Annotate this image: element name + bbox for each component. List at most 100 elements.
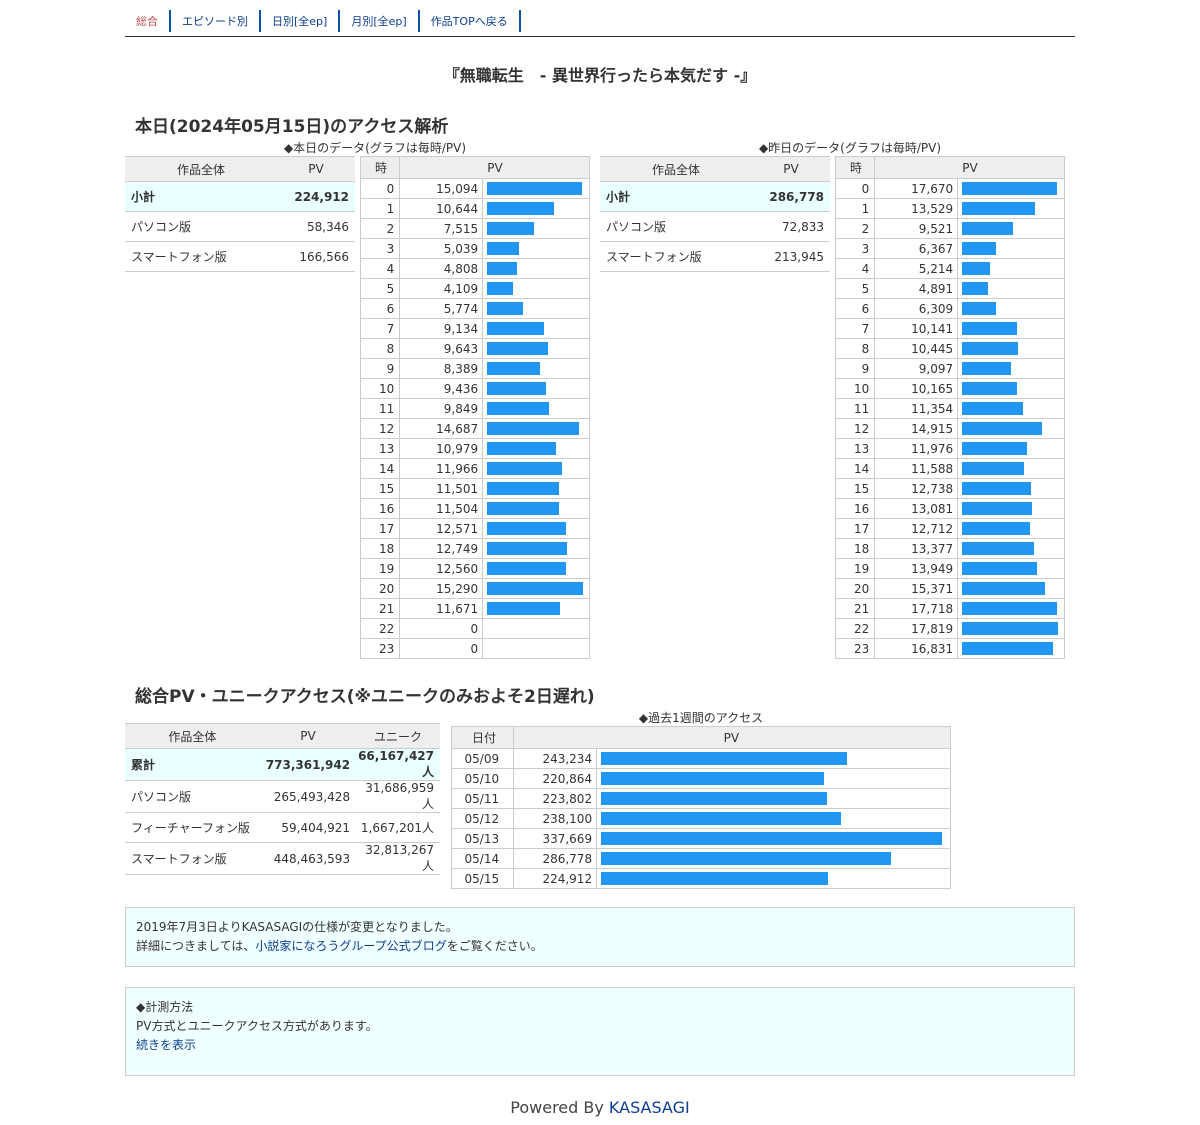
method-title: ◆計測方法 <box>136 1000 194 1014</box>
chart-row: 1 10,644 <box>359 198 590 219</box>
chart-row: 9 8,389 <box>359 358 590 379</box>
chart-row: 1 13,529 <box>834 198 1065 219</box>
bar-cell <box>596 848 951 869</box>
nav-link-monthly[interactable]: 月別[全ep] <box>351 15 407 28</box>
tick-label: 5 <box>359 278 401 299</box>
nav-item-top[interactable]: 作品TOPへ戻る <box>420 10 521 32</box>
tick-label: 0 <box>359 178 401 199</box>
data-label: 6,309 <box>874 298 959 319</box>
bar <box>962 482 1032 495</box>
bar <box>487 482 560 495</box>
bar <box>962 382 1018 395</box>
nav-item-summary[interactable]: 総合 <box>125 10 171 32</box>
week-chart: 05/09 243,234 05/10 220,864 05/11 223,802 05/1… <box>451 748 951 889</box>
col-header-work: 作品全体 <box>125 156 277 182</box>
tick-label: 11 <box>834 398 876 419</box>
chart-row: 11 11,354 <box>834 398 1065 419</box>
data-label: 9,849 <box>399 398 484 419</box>
nav-item-episode[interactable]: エピソード別 <box>171 10 261 32</box>
bar <box>601 852 892 865</box>
official-blog-link[interactable]: 小説家になろうグループ公式ブログ <box>255 939 447 953</box>
kasasagi-link[interactable]: KASASAGI <box>608 1098 690 1117</box>
chart-row: 05/12 238,100 <box>451 808 951 829</box>
tick-label: 15 <box>359 478 401 499</box>
col-header-work: 作品全体 <box>600 156 752 182</box>
chart-row: 12 14,915 <box>834 418 1065 439</box>
data-label: 17,718 <box>874 598 959 619</box>
tick-label: 22 <box>834 618 876 639</box>
row-label: パソコン版 <box>600 211 752 242</box>
bar <box>962 562 1038 575</box>
col-header-work: 作品全体 <box>125 723 260 749</box>
row-pv: 58,346 <box>277 211 355 242</box>
chart-row: 0 17,670 <box>834 178 1065 199</box>
nav-link-episode[interactable]: エピソード別 <box>182 15 248 28</box>
table-row: 小計 224,912 <box>125 181 355 212</box>
tick-label: 23 <box>834 638 876 659</box>
bar <box>601 832 943 845</box>
bar-cell <box>482 278 590 299</box>
tick-label: 16 <box>359 498 401 519</box>
row-pv: 224,912 <box>277 181 355 212</box>
tick-label: 3 <box>359 238 401 259</box>
bar <box>487 182 583 195</box>
tick-label: 12 <box>834 418 876 439</box>
bar-cell <box>957 438 1065 459</box>
chart-row: 13 11,976 <box>834 438 1065 459</box>
data-label: 243,234 <box>512 748 598 769</box>
data-label: 10,165 <box>874 378 959 399</box>
chart-row: 18 12,749 <box>359 538 590 559</box>
bar-cell <box>957 218 1065 239</box>
bar <box>487 422 580 435</box>
tick-label: 1 <box>359 198 401 219</box>
chart-row: 13 10,979 <box>359 438 590 459</box>
bar-cell <box>482 638 590 659</box>
table-row: スマートフォン版 213,945 <box>600 241 830 272</box>
data-label: 10,141 <box>874 318 959 339</box>
data-label: 12,738 <box>874 478 959 499</box>
nav-item-monthly[interactable]: 月別[全ep] <box>340 10 420 32</box>
show-more-link[interactable]: 続きを表示 <box>136 1038 197 1052</box>
chart-row: 15 12,738 <box>834 478 1065 499</box>
bar-cell <box>957 598 1065 619</box>
data-label: 11,354 <box>874 398 959 419</box>
bar-cell <box>482 298 590 319</box>
tick-label: 6 <box>359 298 401 319</box>
bar <box>962 642 1054 655</box>
data-label: 8,389 <box>399 358 484 379</box>
bar <box>487 222 535 235</box>
today-heading: 本日(2024年05月15日)のアクセス解析 <box>135 117 449 137</box>
nav-link-summary[interactable]: 総合 <box>136 15 158 28</box>
bar-cell <box>482 318 590 339</box>
data-label: 13,081 <box>874 498 959 519</box>
chart-row: 8 10,445 <box>834 338 1065 359</box>
chart-row: 7 10,141 <box>834 318 1065 339</box>
row-label: スマートフォン版 <box>125 842 260 875</box>
chart-row: 3 5,039 <box>359 238 590 259</box>
chart-row: 10 9,436 <box>359 378 590 399</box>
bar-cell <box>482 478 590 499</box>
nav-link-top[interactable]: 作品TOPへ戻る <box>430 15 508 28</box>
bar-cell <box>482 178 590 199</box>
chart-row: 9 9,097 <box>834 358 1065 379</box>
row-unique: 32,813,267人 <box>356 842 440 875</box>
bar <box>962 422 1043 435</box>
tick-label: 05/10 <box>451 768 514 789</box>
bar <box>962 542 1035 555</box>
row-pv: 166,566 <box>277 241 355 272</box>
nav-link-daily[interactable]: 日別[全ep] <box>272 15 328 28</box>
bar-cell <box>957 178 1065 199</box>
today-hourly-table: 時 PV 0 15,094 1 10,644 2 7,515 3 5,039 4 4,808 5 4,… <box>359 156 590 659</box>
bar-cell <box>482 618 590 639</box>
bar <box>487 342 549 355</box>
data-label: 337,669 <box>512 828 598 849</box>
chart-row: 05/10 220,864 <box>451 768 951 789</box>
data-label: 11,976 <box>874 438 959 459</box>
chart-row: 21 17,718 <box>834 598 1065 619</box>
nav-item-daily[interactable]: 日別[全ep] <box>261 10 341 32</box>
data-label: 4,109 <box>399 278 484 299</box>
bar-cell <box>482 538 590 559</box>
chart-row: 22 17,819 <box>834 618 1065 639</box>
bar <box>487 502 560 515</box>
bar-cell <box>482 398 590 419</box>
